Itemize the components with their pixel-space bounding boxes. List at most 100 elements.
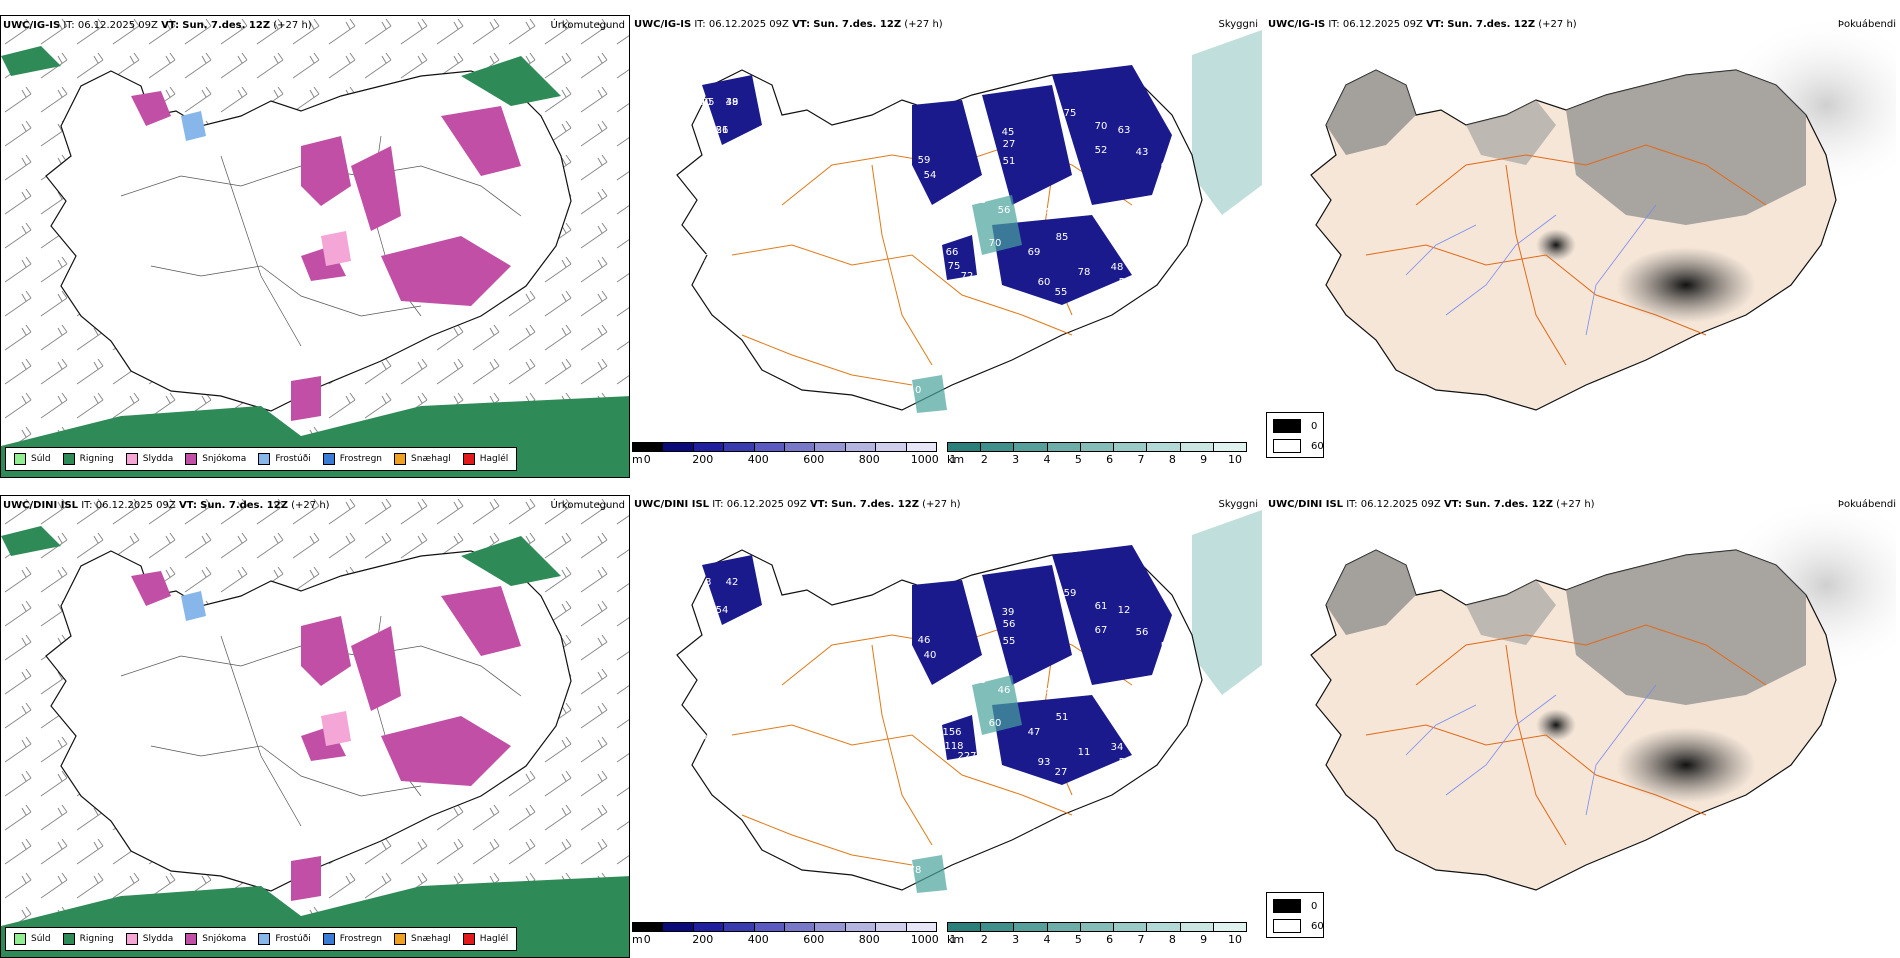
lead-time: (+27 h) (904, 19, 943, 30)
legend-label: Frostregn (339, 934, 383, 944)
mountain-fog-areas (1326, 70, 1806, 225)
colorbar-segment (693, 443, 725, 451)
legend-label: Slydda (142, 934, 174, 944)
colorbar-tick-label: 1000 (910, 453, 939, 466)
panel-header: UWC/IG-IS IT: 06.12.2025 09Z VT: Sun. 7.… (1268, 19, 1577, 30)
valid-label: VT: (161, 20, 180, 31)
visibility-value-label: 27 (1003, 139, 1016, 150)
visibility-value-label: 78 (1078, 267, 1091, 278)
legend-item: Snæhagl (394, 933, 451, 945)
visibility-value-label: 38 (1156, 202, 1169, 213)
colorbar-segment (754, 923, 786, 931)
valid-label: VT: (1443, 499, 1462, 510)
visibility-value-label: 10 (909, 385, 922, 396)
visibility-value-label: 61 (889, 127, 902, 138)
visibility-value-label: 51 (1173, 659, 1186, 670)
fog-key: 0 60 (1266, 892, 1324, 938)
ceiling-colorbar: 0 200 400 600 800 1000 m (632, 922, 939, 946)
visibility-value-label: 58 (778, 611, 791, 622)
visibility-value-label: 66 (946, 247, 959, 258)
fog-map (1310, 15, 1896, 411)
panel-header: UWC/DINI ISL IT: 06.12.2025 09Z VT: Sun.… (1268, 499, 1595, 510)
visibility-value-label: 80 (772, 674, 785, 685)
visibility-value-label: 55 (1055, 287, 1068, 298)
colorbar-tick-label: 600 (803, 933, 825, 946)
legend-label: Snjókoma (202, 934, 247, 944)
visibility-value-label: 91 (1116, 723, 1129, 734)
colorbar-segment (1213, 923, 1246, 931)
ceiling-colorbar-ticks: 0 200 400 600 800 1000 (632, 452, 939, 466)
visibility-value-label: 105 (695, 97, 714, 108)
visibility-value-label: 92 (739, 209, 752, 220)
colorbar-tick-label: 1000 (910, 933, 939, 946)
fog-key-high: 0 (1273, 899, 1317, 913)
visibility-value-label: 34 (1111, 742, 1124, 753)
visibility-unit: km (947, 933, 965, 946)
river-network (1405, 684, 1657, 816)
fog-indicator-panel: UWC/IG-IS IT: 06.12.2025 09Z VT: Sun. 7.… (1266, 15, 1900, 478)
colorbar-segment (1114, 923, 1148, 931)
visibility-value-label: 87 (1138, 222, 1151, 233)
visibility-value-label: 56 (1003, 619, 1016, 630)
visibility-value-label: 55 (1161, 641, 1174, 652)
visibility-value-label: 61 (1095, 601, 1108, 612)
visibility-value-label: 72 (698, 253, 711, 264)
visibility-value-label: 56 (1136, 627, 1149, 638)
fog-key-high-label: 0 (1311, 900, 1318, 912)
legend-swatch (185, 453, 198, 465)
fog-key-high-label: 0 (1311, 420, 1318, 432)
legend-label: Snæhagl (411, 934, 451, 944)
local-fog-area (1536, 709, 1576, 741)
colorbar-segment (1147, 923, 1181, 931)
colorbar-segment (981, 443, 1015, 451)
colorbar-segment (724, 443, 755, 451)
legend-label: Súld (31, 934, 51, 944)
colorbar-tick-label: 6 (1106, 453, 1114, 466)
visibility-value-label: 43 (974, 195, 987, 206)
legend-item: Súld (14, 933, 51, 945)
legend-swatch (394, 453, 407, 465)
valid-label: VT: (809, 499, 828, 510)
valid-time: Sun. 7.des. 12Z (1447, 19, 1536, 30)
visibility-value-label: 11 (1078, 747, 1091, 758)
legend-item: Rigning (62, 453, 114, 465)
visibility-value-label: 53 (1156, 682, 1169, 693)
init-time: 06.12.2025 09Z (1342, 19, 1423, 30)
colorbar-tick-label: 8 (1168, 453, 1176, 466)
fog-key-white-swatch (1273, 439, 1301, 453)
visibility-value-label: 33 (778, 131, 791, 142)
visibility-value-label: 39 (1002, 607, 1015, 618)
colorbar-tick-label: 200 (692, 453, 714, 466)
panel-header: UWC/IG-IS IT: 06.12.2025 09Z VT: Sun. 7.… (3, 20, 312, 31)
colorbar-segment (663, 443, 694, 451)
legend-label: Frostregn (339, 454, 383, 464)
init-label: IT: (712, 499, 724, 510)
visibility-value-label: 58 (1046, 307, 1059, 318)
visibility-value-label: 56 (998, 205, 1011, 216)
legend-label: Haglél (479, 934, 509, 944)
init-time: 06.12.2025 09Z (1360, 499, 1441, 510)
ceiling-colorbar-bar (632, 922, 937, 932)
colorbar-segment (845, 923, 877, 931)
legend-swatch (322, 933, 335, 945)
colorbar-segment (1047, 923, 1081, 931)
dense-fog-area (1616, 247, 1756, 323)
visibility-value-label: 47 (1028, 727, 1041, 738)
fog-key-low: 60 (1273, 919, 1324, 933)
colorbar-segment (1014, 443, 1048, 451)
visibility-colorbar: 1 2 3 4 5 6 7 8 9 10 km (947, 442, 1247, 466)
visibility-value-label: 45 (1002, 127, 1015, 138)
colorbar-tick-label: 5 (1074, 933, 1082, 946)
valid-label: VT: (792, 19, 811, 30)
visibility-value-label: 70 (1095, 121, 1108, 132)
visibility-value-label: 48 (726, 97, 739, 108)
init-label: IT: (1328, 19, 1340, 30)
legend-swatch (185, 933, 198, 945)
colorbar-segment (815, 443, 846, 451)
legend-label: Snjókoma (202, 454, 247, 464)
visibility-value-label: 52 (1095, 145, 1108, 156)
visibility-value-label: 85 (749, 167, 762, 178)
visibility-value-label: 93 (1038, 757, 1051, 768)
visibility-value-label: 03 (1106, 222, 1119, 233)
legend-swatch (394, 933, 407, 945)
